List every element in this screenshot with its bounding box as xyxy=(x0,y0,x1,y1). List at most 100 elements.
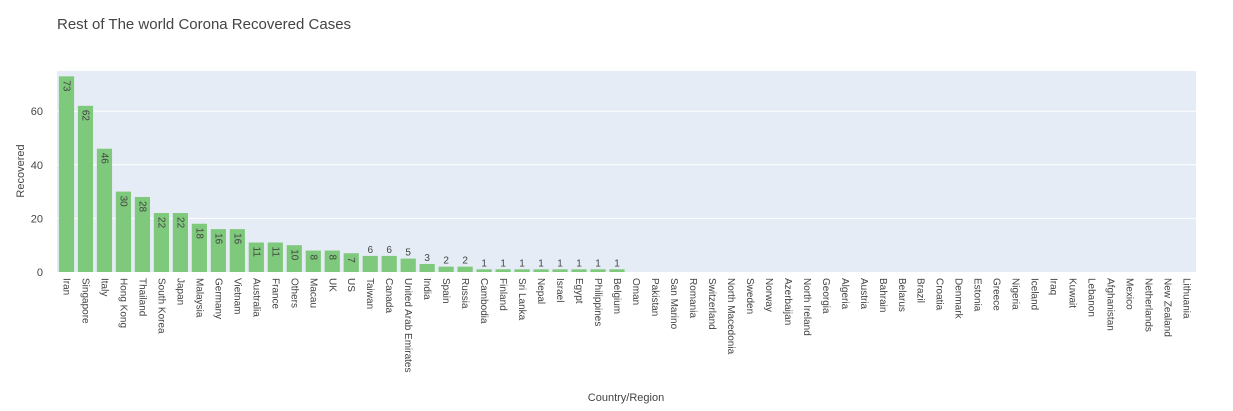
x-tick-label: Vietnam xyxy=(231,278,242,315)
data-label: 3 xyxy=(424,253,430,264)
x-tick-label: United Arab Emirates xyxy=(402,278,413,373)
data-label: 22 xyxy=(155,217,166,229)
x-tick-label: South Korea xyxy=(155,278,166,334)
y-tick-label: 0 xyxy=(37,267,43,279)
bar[interactable] xyxy=(343,253,359,272)
chart-title: Rest of The world Corona Recovered Cases xyxy=(57,16,352,33)
bar[interactable] xyxy=(457,266,473,272)
bar[interactable] xyxy=(400,258,416,272)
data-label: 62 xyxy=(79,110,90,122)
data-label: 8 xyxy=(326,255,337,261)
bar[interactable] xyxy=(514,269,530,272)
x-tick-label: North Macedonia xyxy=(725,278,736,355)
x-tick-label: Georgia xyxy=(820,278,831,314)
x-tick-label: US xyxy=(345,278,356,292)
data-label: 18 xyxy=(193,228,204,240)
y-tick-label: 40 xyxy=(31,160,43,172)
x-tick-label: India xyxy=(421,278,432,300)
x-tick-label: Denmark xyxy=(953,278,964,320)
x-tick-label: Bahrain xyxy=(877,278,888,312)
x-tick-label: Macau xyxy=(307,278,318,308)
data-label: 1 xyxy=(576,258,582,269)
x-tick-label: Japan xyxy=(174,278,185,305)
x-tick-label: North Ireland xyxy=(801,278,812,336)
bar[interactable] xyxy=(552,269,568,272)
bar[interactable] xyxy=(172,213,188,272)
x-tick-label: Malaysia xyxy=(193,278,204,318)
x-tick-label: Brazil xyxy=(915,278,926,303)
bar[interactable] xyxy=(609,269,625,272)
bar[interactable] xyxy=(495,269,511,272)
bar[interactable] xyxy=(248,242,264,272)
data-label: 1 xyxy=(500,258,506,269)
x-tick-label: Spain xyxy=(440,278,451,304)
y-axis-title: Recovered xyxy=(15,144,27,197)
bar[interactable] xyxy=(191,223,207,272)
x-tick-label: Lithuania xyxy=(1181,278,1192,319)
bar[interactable] xyxy=(590,269,606,272)
data-label: 16 xyxy=(212,233,223,245)
x-tick-label: Azerbaijan xyxy=(782,278,793,325)
x-tick-label: Netherlands xyxy=(1143,278,1154,332)
x-tick-label: Russia xyxy=(459,278,470,309)
bar[interactable] xyxy=(96,148,113,272)
x-tick-label: Singapore xyxy=(79,278,90,324)
x-tick-label: Germany xyxy=(212,278,223,319)
bar[interactable] xyxy=(571,269,587,272)
data-label: 1 xyxy=(557,258,563,269)
x-tick-label: Kuwait xyxy=(1067,278,1078,308)
x-tick-label: New Zealand xyxy=(1162,278,1173,337)
data-label: 2 xyxy=(443,256,449,267)
data-label: 16 xyxy=(231,233,242,245)
x-axis-title: Country/Region xyxy=(588,392,664,404)
bar[interactable] xyxy=(77,105,94,272)
bar[interactable] xyxy=(115,191,132,272)
bar[interactable] xyxy=(267,242,283,272)
data-label: 1 xyxy=(614,258,620,269)
data-label: 1 xyxy=(595,258,601,269)
bar[interactable] xyxy=(362,255,378,272)
bar[interactable] xyxy=(533,269,549,272)
data-label: 5 xyxy=(405,248,411,259)
bar[interactable] xyxy=(229,229,245,272)
x-tick-label: Lebanon xyxy=(1086,278,1097,317)
bar[interactable] xyxy=(134,196,151,272)
data-label: 8 xyxy=(307,255,318,261)
bar[interactable] xyxy=(286,245,302,272)
bar[interactable] xyxy=(324,250,340,272)
x-tick-label: Pakistan xyxy=(649,278,660,316)
x-tick-label: Belgium xyxy=(611,278,622,314)
x-tick-label: Mexico xyxy=(1124,278,1135,310)
data-label: 6 xyxy=(367,245,373,256)
bar[interactable] xyxy=(210,229,226,272)
data-label: 22 xyxy=(174,217,185,229)
x-tick-label: Taiwan xyxy=(364,278,375,309)
x-tick-label: Others xyxy=(288,278,299,308)
bar[interactable] xyxy=(419,263,435,272)
bar[interactable] xyxy=(381,255,397,272)
bars xyxy=(58,76,625,272)
x-tick-label: UK xyxy=(326,278,337,292)
data-label: 1 xyxy=(519,258,525,269)
bar[interactable] xyxy=(153,213,170,272)
bar[interactable] xyxy=(476,269,492,272)
x-tick-label: Belarus xyxy=(896,278,907,312)
data-label: 73 xyxy=(60,80,71,92)
x-tick-label: Cambodia xyxy=(478,278,489,324)
data-label: 7 xyxy=(345,257,356,263)
x-tick-label: Israel xyxy=(554,278,565,302)
bar[interactable] xyxy=(58,76,75,272)
bar[interactable] xyxy=(305,250,321,272)
bar[interactable] xyxy=(438,266,454,272)
data-label: 1 xyxy=(481,258,487,269)
plot-background xyxy=(57,71,1196,272)
x-tick-label: Sweden xyxy=(744,278,755,314)
x-tick-label: Nepal xyxy=(535,278,546,304)
x-tick-label: Algeria xyxy=(839,278,850,310)
x-tick-label: Italy xyxy=(98,278,109,296)
x-tick-label: Nigeria xyxy=(1010,278,1021,310)
x-tick-label: Romania xyxy=(687,278,698,318)
x-tick-label: Austria xyxy=(858,278,869,310)
x-tick-label: Canada xyxy=(383,278,394,313)
data-label: 1 xyxy=(538,258,544,269)
